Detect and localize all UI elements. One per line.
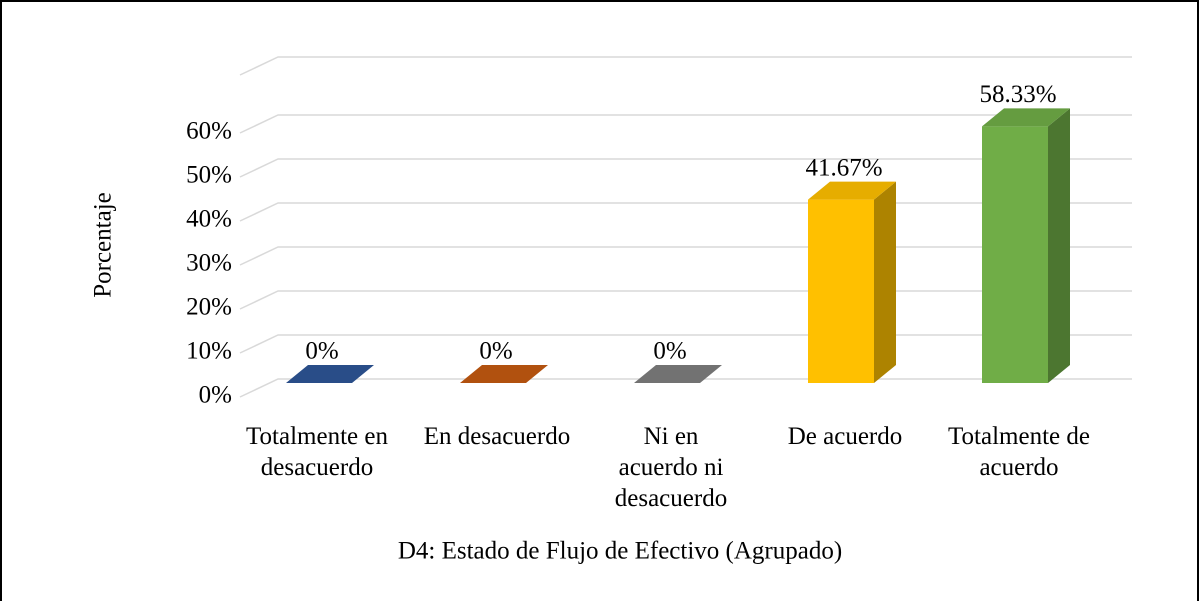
bar: [634, 365, 722, 383]
data-label: 0%: [653, 338, 686, 365]
y-tick-label: 0%: [199, 382, 232, 409]
bar: [982, 108, 1070, 384]
x-tick-label: Totalmente de acuerdo: [948, 423, 1090, 481]
y-tick-label: 20%: [186, 294, 232, 321]
bar-front: [808, 199, 874, 383]
bar-top: [460, 365, 548, 383]
x-axis-label: D4: Estado de Flujo de Efectivo (Agrupad…: [398, 538, 842, 565]
y-tick-label: 60%: [186, 118, 232, 145]
bar-top: [286, 365, 374, 383]
bar-top: [634, 365, 722, 383]
y-tick-label: 30%: [186, 250, 232, 277]
data-label: 0%: [479, 338, 512, 365]
y-tick-label: 10%: [186, 338, 232, 365]
wall-edge: [239, 56, 1132, 76]
grid-line: [239, 158, 1132, 178]
y-tick-label: 50%: [186, 162, 232, 189]
x-tick-label: Totalmente en desacuerdo: [246, 423, 388, 481]
bar: [286, 365, 374, 383]
bar-front: [982, 126, 1048, 384]
y-axis-label: Porcentaje: [90, 192, 117, 298]
x-tick-label: Ni en acuerdo ni desacuerdo: [614, 423, 728, 512]
bar-top: [808, 181, 896, 200]
bar-side: [874, 181, 896, 383]
grid-line: [239, 114, 1132, 134]
data-label: 41.67%: [805, 154, 882, 181]
x-tick-label: En desacuerdo: [423, 423, 571, 450]
bar-side: [1048, 108, 1070, 384]
bar: [460, 365, 548, 383]
x-tick-label: De acuerdo: [787, 423, 903, 450]
bar-top: [982, 108, 1070, 127]
bar: [808, 181, 896, 383]
y-tick-label: 40%: [186, 206, 232, 233]
data-label: 0%: [305, 338, 338, 365]
data-label: 58.33%: [979, 81, 1056, 108]
